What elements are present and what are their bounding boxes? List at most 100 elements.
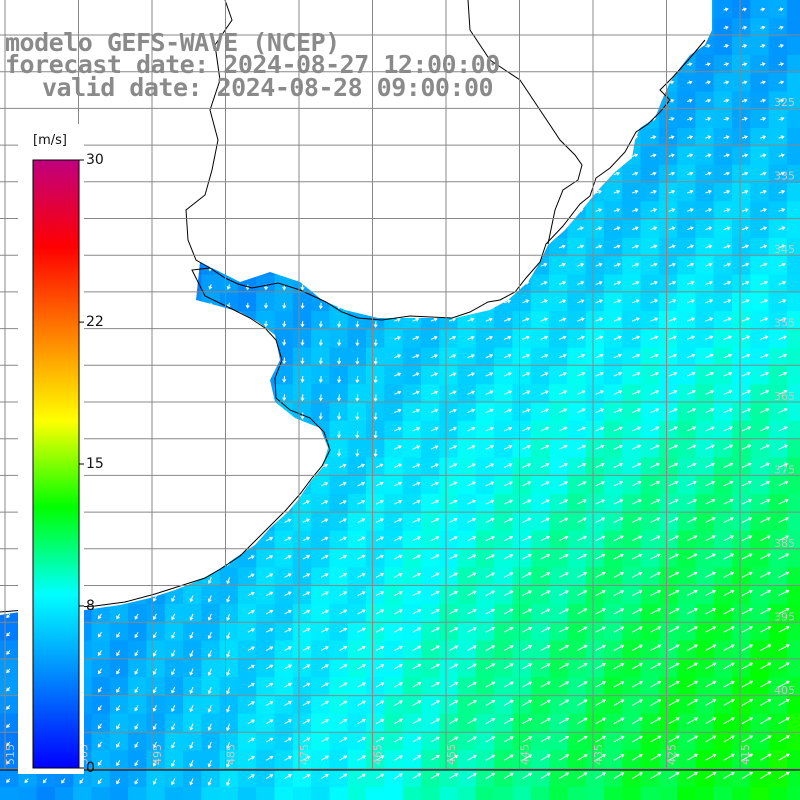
wind-arrow <box>503 572 514 578</box>
wind-arrow <box>686 390 696 395</box>
wind-arrow <box>613 390 623 395</box>
wind-arrow <box>668 626 680 633</box>
wind-arrow <box>631 444 642 450</box>
wind-arrow <box>540 772 551 780</box>
wind-arrow <box>171 595 176 602</box>
wind-arrow <box>686 717 699 725</box>
wind-arrow <box>116 760 121 767</box>
wind-arrow <box>226 577 231 585</box>
wind-arrow <box>631 499 642 505</box>
wind-arrow <box>668 699 680 706</box>
wind-arrow <box>226 741 231 750</box>
wind-arrow <box>540 463 550 468</box>
wind-arrow <box>412 663 422 670</box>
wind-arrow <box>540 572 551 578</box>
wind-arrow <box>760 680 772 688</box>
wind-arrow <box>485 354 494 359</box>
wind-arrow <box>723 244 731 249</box>
wind-arrow <box>134 778 139 785</box>
wind-arrow <box>412 336 420 340</box>
wind-arrow <box>412 518 421 523</box>
wind-arrow <box>595 735 607 743</box>
lon-label: 445 <box>519 744 532 765</box>
wind-arrow <box>778 644 790 651</box>
wind-arrow <box>485 608 496 615</box>
wind-arrow <box>778 680 790 688</box>
wind-arrow <box>632 317 640 322</box>
wind-arrow <box>741 426 752 432</box>
wind-arrow <box>668 390 678 395</box>
wind-arrow <box>467 499 477 505</box>
wind-arrow <box>448 499 458 505</box>
wind-arrow <box>632 408 641 414</box>
wind-arrow <box>540 553 551 560</box>
wind-arrow <box>357 664 366 670</box>
wind-arrow <box>705 426 715 432</box>
wind-arrow <box>448 481 458 487</box>
wind-arrow <box>375 536 384 542</box>
wind-arrow <box>134 705 139 712</box>
wind-arrow <box>522 390 531 395</box>
wind-arrow <box>320 573 329 578</box>
wind-arrow <box>577 535 587 542</box>
wind-arrow <box>595 608 606 615</box>
wind-arrow <box>577 772 588 780</box>
wind-arrow <box>300 339 305 346</box>
wind-arrow <box>373 449 378 458</box>
wind-arrow <box>207 686 212 695</box>
wind-arrow <box>723 335 732 340</box>
wind-arrow <box>265 555 274 560</box>
wind-arrow <box>650 772 662 780</box>
wind-arrow <box>318 339 323 347</box>
wind-arrow <box>449 426 457 432</box>
wind-arrow <box>595 681 606 688</box>
lon-label: 455 <box>445 744 458 765</box>
wind-arrow <box>760 735 772 743</box>
wind-arrow <box>705 589 717 597</box>
wind-arrow <box>760 517 771 523</box>
wind-arrow <box>318 394 323 402</box>
wind-arrow <box>339 664 348 670</box>
wind-arrow <box>613 754 625 761</box>
wind-arrow <box>613 644 625 651</box>
wind-arrow <box>171 613 176 621</box>
wind-arrow <box>116 778 121 785</box>
wind-arrow <box>705 62 711 67</box>
wind-arrow <box>247 756 255 761</box>
wind-arrow <box>632 281 640 285</box>
wind-arrow <box>339 481 347 487</box>
wind-arrow <box>430 335 438 340</box>
wind-arrow <box>778 717 790 725</box>
wind-arrow <box>705 153 712 158</box>
wind-arrow <box>226 284 231 290</box>
wind-arrow <box>577 717 588 725</box>
wind-arrow <box>558 736 570 743</box>
wind-arrow <box>595 281 603 285</box>
wind-arrow <box>705 408 715 414</box>
wind-arrow <box>503 772 514 780</box>
model-title: modelo GEFS-WAVE (NCEP) <box>5 28 340 57</box>
wind-arrow <box>282 339 287 346</box>
wind-arrow <box>650 444 660 450</box>
wind-arrow <box>686 772 699 780</box>
wind-arrow <box>284 609 292 615</box>
wind-arrow <box>302 500 310 505</box>
wind-arrow <box>357 591 366 597</box>
land-mask <box>0 0 712 615</box>
forecast-date: forecast date: 2024-08-27 12:00:00 <box>5 50 500 79</box>
wind-arrow <box>723 153 730 158</box>
wind-arrow <box>265 682 274 688</box>
wind-arrow <box>668 717 680 725</box>
wind-arrow <box>265 774 274 780</box>
wind-arrow <box>577 626 588 633</box>
wind-arrow <box>705 335 714 340</box>
wind-arrow <box>171 686 176 694</box>
wind-arrow <box>226 650 231 658</box>
wind-arrow <box>760 171 767 176</box>
wind-arrow <box>189 650 194 658</box>
wind-arrow <box>741 7 747 12</box>
wind-arrow <box>284 646 292 651</box>
wind-arrow <box>6 686 11 692</box>
wind-arrow <box>189 760 194 768</box>
wind-arrow <box>394 336 401 340</box>
